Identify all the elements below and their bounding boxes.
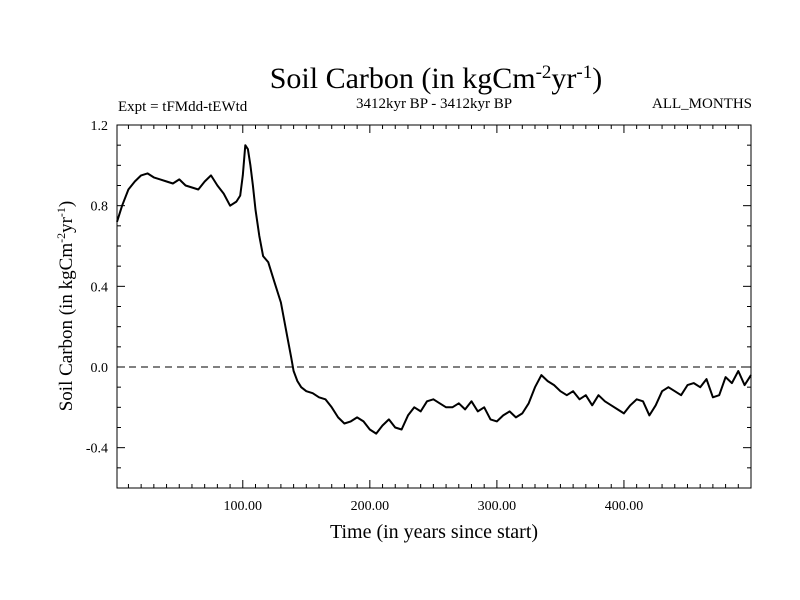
x-tick-label: 300.00	[478, 499, 517, 514]
chart-title: Soil Carbon (in kgCm-2yr-1)	[270, 62, 603, 96]
y-tick-label: -0.4	[86, 442, 108, 457]
months-label: ALL_MONTHS	[652, 96, 752, 112]
x-axis: 100.00 200.00 300.00 400.00	[127, 125, 739, 514]
y-tick-label: 0.4	[91, 280, 109, 295]
y-tick-label: 0.0	[91, 361, 109, 376]
y-axis-label-sup-2: -1	[54, 207, 68, 217]
period-label: 3412kyr BP - 3412kyr BP	[356, 96, 512, 112]
chart-title-sup-1: -2	[536, 62, 552, 83]
x-tick-label: 200.00	[351, 499, 390, 514]
series-line-soil-carbon	[116, 144, 752, 435]
x-tick-label: 400.00	[605, 499, 644, 514]
y-axis-label: Soil Carbon (in kgCm-2yr-1)	[54, 201, 77, 412]
y-axis: 1.2 0.8 0.4 0.0 -0.4	[86, 119, 751, 489]
x-axis-label: Time (in years since start)	[330, 521, 538, 543]
y-tick-label: 0.8	[91, 200, 109, 215]
y-tick-label: 1.2	[91, 119, 109, 134]
x-tick-label: 100.00	[224, 499, 263, 514]
experiment-label: Expt = tFMdd-tEWtd	[118, 99, 248, 115]
plot-frame	[116, 124, 752, 489]
y-axis-label-sup-1: -2	[54, 233, 68, 243]
chart-title-sup-2: -1	[576, 62, 592, 83]
